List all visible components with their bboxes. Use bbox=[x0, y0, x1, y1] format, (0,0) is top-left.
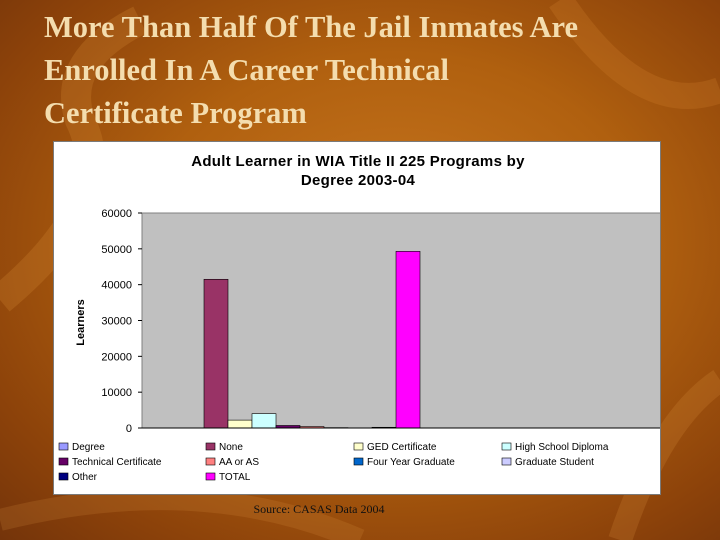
legend-label: AA or AS bbox=[219, 457, 259, 468]
legend-label: Four Year Graduate bbox=[367, 457, 455, 468]
legend-label: TOTAL bbox=[219, 472, 251, 483]
legend-swatch bbox=[501, 457, 512, 466]
bar-ged-certificate bbox=[227, 419, 253, 429]
y-tick-label: 10000 bbox=[101, 387, 132, 399]
y-tick-label: 40000 bbox=[101, 280, 132, 292]
legend-swatch bbox=[58, 472, 69, 481]
source-caption: Source: CASAS Data 2004 bbox=[0, 502, 720, 517]
bar-chart: 60000 50000 40000 30000 20000 10000 0 Learners D… bbox=[58, 208, 660, 483]
legend-label: None bbox=[219, 442, 243, 453]
slide-title: More Than Half Of The Jail Inmates Are E… bbox=[44, 6, 704, 135]
source-text: Source: CASAS Data 2004 bbox=[253, 502, 385, 516]
y-tick-label: 60000 bbox=[101, 208, 132, 220]
legend-label: Degree bbox=[72, 442, 105, 453]
slide-title-line-3: Certificate Program bbox=[44, 96, 307, 130]
chart-title-line-2: Degree 2003-04 bbox=[300, 172, 416, 189]
legend-swatch bbox=[205, 472, 216, 481]
chart-container: Adult Learner in WIA Title II 225 Progra… bbox=[53, 141, 661, 495]
y-tick-label: 0 bbox=[126, 423, 132, 435]
legend-swatch bbox=[58, 442, 69, 451]
slide-title-line-1: More Than Half Of The Jail Inmates Are bbox=[44, 10, 579, 44]
bar-high-school-diploma bbox=[251, 413, 277, 429]
legend-swatch bbox=[58, 457, 69, 466]
y-tick-label: 30000 bbox=[101, 316, 132, 328]
chart-title-line-1: Adult Learner in WIA Title II 225 Progra… bbox=[191, 153, 525, 170]
legend-swatch bbox=[353, 442, 364, 451]
legend-label: Other bbox=[72, 472, 98, 483]
y-axis-label: Learners bbox=[75, 299, 87, 345]
bar-total bbox=[395, 251, 421, 429]
bar-none bbox=[203, 278, 229, 429]
slide-title-line-2: Enrolled In A Career Technical bbox=[44, 53, 450, 87]
legend-swatch bbox=[353, 457, 364, 466]
y-tick-label: 20000 bbox=[101, 351, 132, 363]
legend-swatch bbox=[205, 457, 216, 466]
legend-label: GED Certificate bbox=[367, 442, 437, 453]
legend-label: High School Diploma bbox=[515, 442, 609, 453]
legend-swatch bbox=[205, 442, 216, 451]
y-tick-label: 50000 bbox=[101, 244, 132, 256]
legend-label: Technical Certificate bbox=[72, 457, 162, 468]
legend-label: Graduate Student bbox=[515, 457, 594, 468]
chart-title: Adult Learner in WIA Title II 225 Progra… bbox=[54, 152, 662, 190]
legend-swatch bbox=[501, 442, 512, 451]
